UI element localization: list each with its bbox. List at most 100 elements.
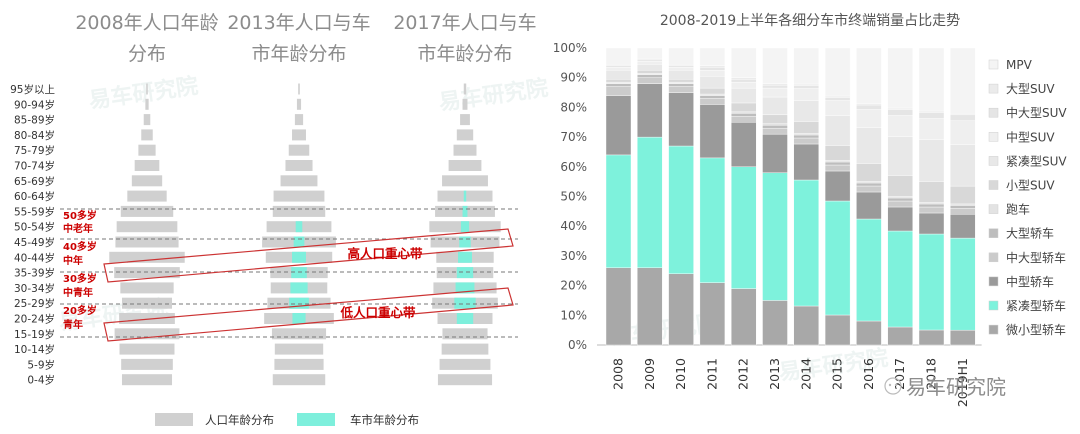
legend-swatch <box>988 156 999 166</box>
pyramid-legend: 人口年龄分布 车市年龄分布 <box>155 413 419 427</box>
stacked-bar-segment <box>856 182 882 187</box>
population-bar <box>453 144 477 156</box>
x-tick-label: 2018 <box>924 358 939 390</box>
legend-swatch <box>988 107 999 118</box>
y-tick-label: 90% <box>560 71 587 85</box>
watermark-text: 易车研究院 <box>87 73 200 114</box>
stacked-bar-segment <box>824 164 851 172</box>
stacked-chart-title: 2008-2019上半年各细分车市终端销量占比走势 <box>660 12 960 29</box>
stacked-bar-segment <box>950 214 976 239</box>
population-bar <box>272 205 326 217</box>
stacked-bar-segment <box>793 121 819 134</box>
car-market-bar <box>456 267 474 279</box>
legend-label: 跑车 <box>1006 202 1030 217</box>
population-bar <box>109 251 185 263</box>
age-band-label: 中青年 <box>63 286 93 299</box>
population-bar <box>463 83 467 95</box>
age-band-label: 青年 <box>63 318 83 331</box>
stacked-bar-segment <box>668 78 694 83</box>
age-tick-label: 35-39岁 <box>14 267 55 280</box>
stacked-bar-segment <box>824 200 851 316</box>
stacked-bar-segment <box>824 145 851 161</box>
stacked-bar-segment <box>731 288 757 346</box>
stacked-bar-segment <box>824 47 851 97</box>
age-tick-label: 85-89岁 <box>14 114 55 127</box>
stacked-bar-segment <box>950 329 976 346</box>
stacked-bar-segment <box>918 181 945 203</box>
stacked-bar-segment <box>668 273 694 346</box>
population-bar <box>141 129 153 141</box>
x-tick-label: 2017 <box>892 358 907 390</box>
stacked-bar-segment <box>699 67 726 71</box>
car-market-bar <box>462 205 468 217</box>
stacked-bar-segment <box>699 76 726 89</box>
age-band-label: 40多岁 <box>63 240 97 253</box>
stacked-bar-segment <box>793 134 819 139</box>
car-market-bar <box>456 313 474 324</box>
age-tick-label: 0-4岁 <box>27 374 55 387</box>
panel-title-line: 分布 <box>128 43 166 65</box>
stacked-bar-segment <box>887 109 913 116</box>
population-bar <box>121 374 173 386</box>
stacked-bar-segment <box>731 116 757 123</box>
population-bar <box>273 190 325 202</box>
stacked-bar-segment <box>950 203 976 206</box>
population-bar <box>138 144 156 156</box>
population-bar <box>121 358 173 370</box>
legend-label: 中大型轿车 <box>1006 250 1066 265</box>
watermark-text: 易车研究院 <box>437 75 550 116</box>
legend-swatch <box>988 324 999 335</box>
car-market-bar <box>291 267 307 279</box>
x-tick-label: 2012 <box>736 358 751 390</box>
stacked-bar-segment <box>731 81 757 89</box>
stacked-bar-segment <box>950 208 976 215</box>
stacked-bar-segment <box>950 237 976 331</box>
y-tick-label: 10% <box>560 308 587 322</box>
stacked-bar-segment <box>637 58 663 61</box>
age-tick-label: 70-74岁 <box>14 160 55 173</box>
stacked-bar-segment <box>856 320 882 346</box>
stacked-bar-segment <box>762 125 788 129</box>
stacked-bar-segment <box>793 83 819 86</box>
stacked-bar-segment <box>668 86 694 93</box>
stacked-bar-segment <box>668 92 694 147</box>
age-band-label: 中老年 <box>63 222 93 235</box>
legend-label-car-market: 车市年龄分布 <box>350 413 419 427</box>
legend-swatch <box>988 180 999 190</box>
stacked-bar-segment <box>605 267 632 346</box>
stacked-bar-segment <box>637 61 663 65</box>
stacked-bar-segment <box>793 85 819 89</box>
y-tick-label: 100% <box>553 41 587 55</box>
x-tick-label: 2013 <box>767 358 782 390</box>
stacked-bar-segment <box>605 65 632 68</box>
stacked-bar-segment <box>856 218 882 322</box>
car-market-bar <box>293 236 305 248</box>
population-bar <box>274 358 324 370</box>
legend-label: 紧凑型轿车 <box>1006 298 1066 313</box>
stacked-bar-segment <box>605 78 632 83</box>
population-bar <box>280 175 318 187</box>
car-market-bar <box>292 251 306 263</box>
stacked-bar-segment <box>668 145 694 274</box>
stacked-bar-segment <box>731 113 757 117</box>
population-bar <box>271 328 327 340</box>
population-bar <box>131 175 163 187</box>
stacked-bar-segment <box>824 161 851 166</box>
stacked-bar-segment <box>637 136 663 268</box>
legend-swatch <box>988 300 999 311</box>
stacked-bar-segment <box>918 206 945 214</box>
car-market-bar <box>463 190 467 202</box>
age-tick-label: 20-24岁 <box>14 313 55 326</box>
panel-title-line: 2017年人口与车 <box>393 12 536 34</box>
stacked-bar-segment <box>856 163 882 182</box>
stacked-bar-segment <box>793 143 819 181</box>
age-tick-label: 95岁以上 <box>10 83 55 96</box>
stacked-bar-segment <box>762 172 788 301</box>
population-bar <box>146 83 148 95</box>
stacked-bar-segment <box>950 47 976 114</box>
stacked-bar-segment <box>605 64 632 67</box>
age-tick-label: 55-59岁 <box>14 205 55 218</box>
stacked-bar-segment <box>793 179 819 307</box>
stacked-bar-segment <box>887 197 913 202</box>
